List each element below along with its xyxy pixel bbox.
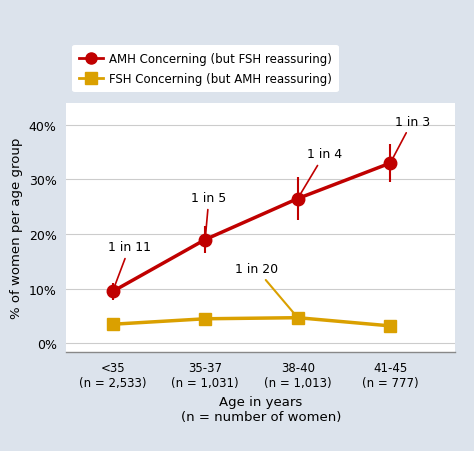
X-axis label: Age in years
(n = number of women): Age in years (n = number of women) xyxy=(181,395,341,423)
Text: 1 in 11: 1 in 11 xyxy=(108,241,151,289)
Text: 1 in 5: 1 in 5 xyxy=(191,192,227,237)
Text: 1 in 3: 1 in 3 xyxy=(392,115,430,161)
Text: 1 in 4: 1 in 4 xyxy=(299,148,342,197)
Legend: AMH Concerning (but FSH reassuring), FSH Concerning (but AMH reassuring): AMH Concerning (but FSH reassuring), FSH… xyxy=(72,46,339,93)
Y-axis label: % of women per age group: % of women per age group xyxy=(10,137,23,318)
Text: 1 in 20: 1 in 20 xyxy=(235,262,296,316)
